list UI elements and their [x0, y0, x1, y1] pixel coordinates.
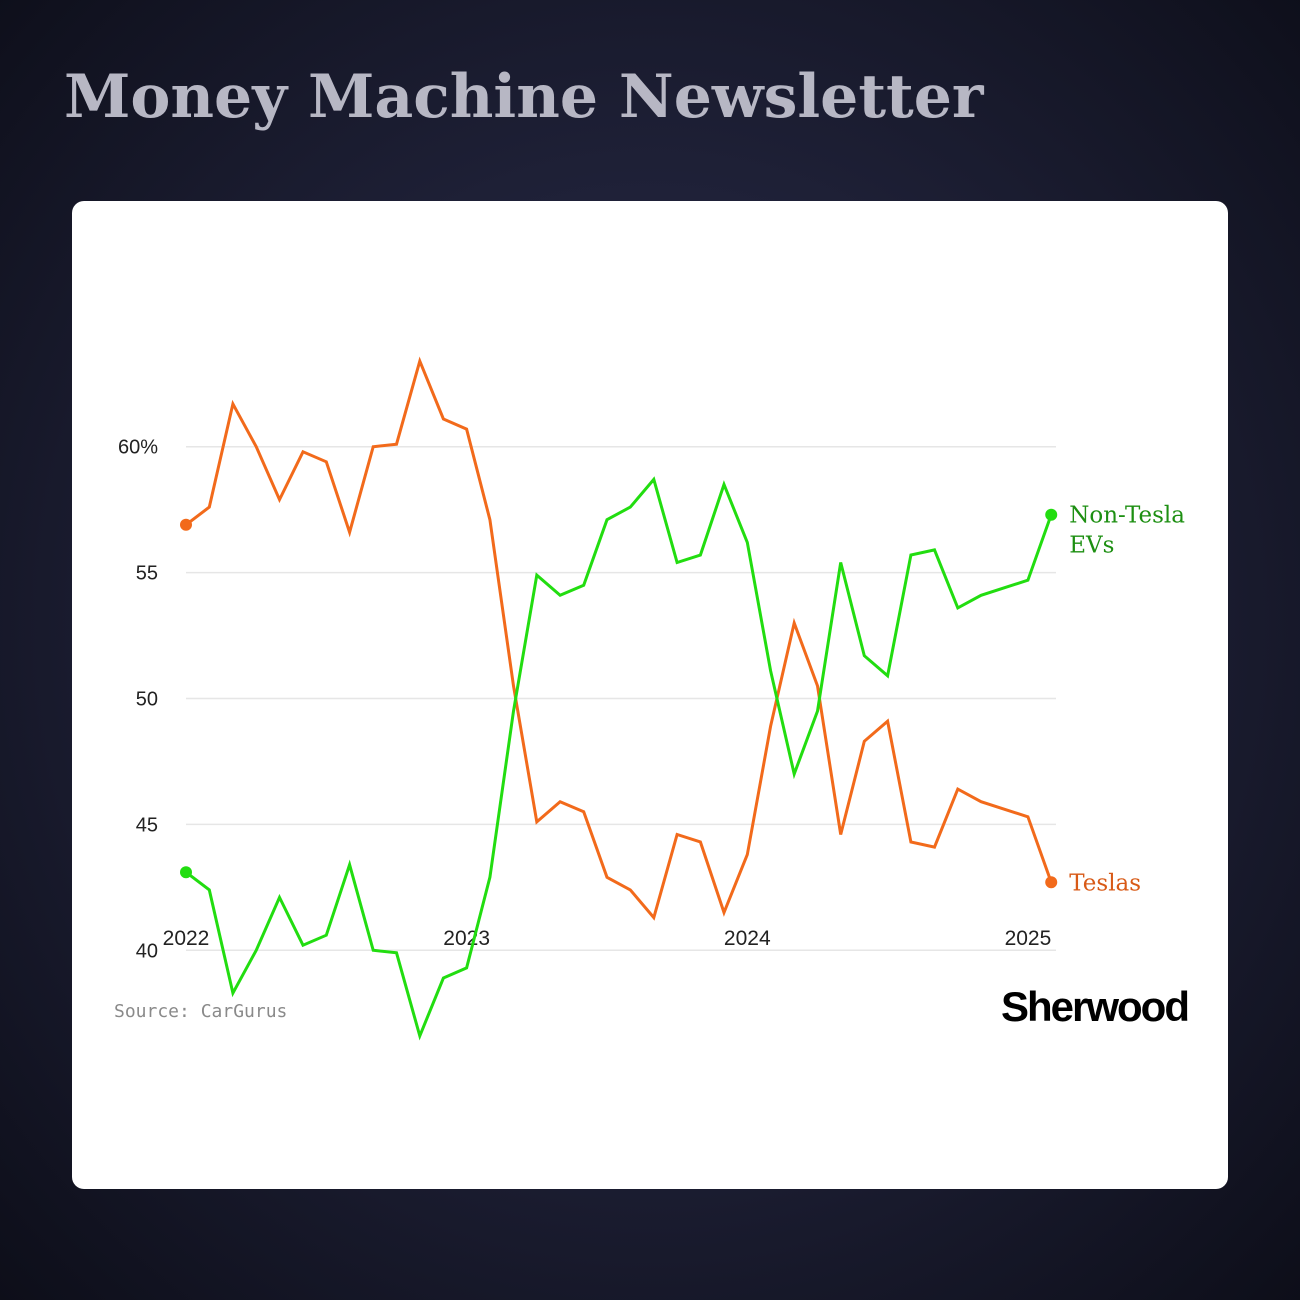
series-label: EVs: [1069, 533, 1114, 559]
source-note: Source: CarGurus: [114, 1001, 288, 1022]
chart-card: 60% 55 50 45 40 2022 2023 2024 2025 Teslas Non-T…: [72, 201, 1228, 1189]
y-tick-label: 40: [136, 940, 158, 962]
y-tick-label: 60%: [118, 437, 158, 459]
series-line-non-tesla: [184, 476, 1053, 1041]
x-tick-label: 2023: [443, 927, 490, 950]
y-tick-label: 55: [136, 563, 158, 585]
newsletter-title: Money Machine Newsletter: [64, 62, 984, 132]
y-axis-ticks: 60% 55 50 45 40: [118, 437, 158, 963]
x-tick-label: 2022: [163, 927, 210, 950]
y-tick-label: 50: [136, 689, 158, 711]
x-axis-ticks: 2022 2023 2024 2025: [163, 927, 1052, 950]
series-label: Teslas: [1069, 870, 1141, 896]
grid-lines: [186, 445, 1056, 952]
series-lines: [180, 356, 1058, 1041]
series-endpoint: [180, 518, 192, 531]
series-labels: Teslas Non-Tesla EVs: [1069, 503, 1185, 897]
series-endpoint: [1045, 876, 1058, 889]
series-label: Non-Tesla: [1069, 503, 1185, 529]
x-tick-label: 2024: [724, 927, 771, 950]
line-chart: 60% 55 50 45 40 2022 2023 2024 2025 Teslas Non-T…: [118, 356, 1185, 1041]
series-endpoint: [180, 866, 192, 879]
series-endpoint: [1045, 508, 1058, 521]
x-tick-label: 2025: [1005, 927, 1052, 950]
series-line-teslas: [184, 356, 1053, 921]
sherwood-logo: Sherwood: [1000, 983, 1190, 1030]
y-tick-label: 45: [136, 814, 158, 836]
